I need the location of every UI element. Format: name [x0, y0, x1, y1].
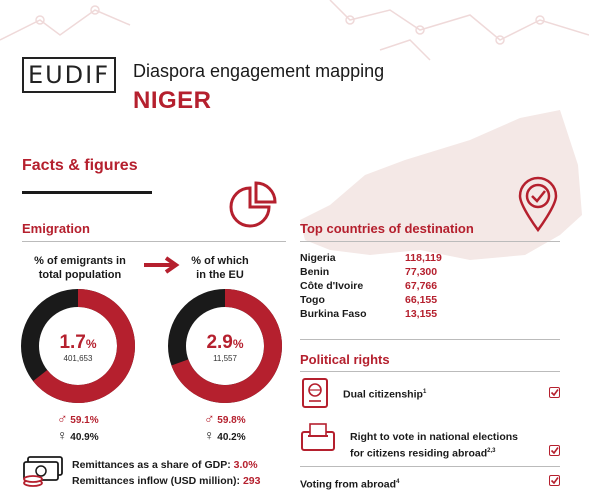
- male-symbol-icon: ♂: [204, 410, 215, 426]
- political-rights-heading: Political rights: [300, 352, 390, 367]
- country-name: NIGER: [133, 87, 212, 114]
- political-divider: [300, 371, 560, 372]
- donut-eu-red-arc: [171, 289, 282, 403]
- donut-chart-eu: [168, 289, 282, 403]
- political-divider-top: [300, 339, 560, 340]
- right-to-vote-label: Right to vote in national elections for …: [350, 431, 519, 460]
- destination-row: Côte d'Ivoire 67,766: [300, 280, 438, 292]
- passport-icon: [302, 378, 328, 408]
- page-title: Diaspora engagement mapping: [133, 61, 385, 81]
- total-pct: 1.7%: [59, 332, 97, 353]
- label-in-eu: % of which in the EU: [191, 255, 249, 281]
- remittances-gdp: Remittances as a share of GDP: 3.0%: [72, 459, 258, 471]
- political-divider-bottom: [300, 466, 560, 467]
- destinations-heading: Top countries of destination: [300, 221, 474, 236]
- gender-total-female: ♀ 40.9%: [57, 427, 99, 443]
- gender-eu-male: ♂ 59.8%: [204, 410, 246, 426]
- pie-chart-icon: [229, 181, 277, 228]
- checkbox-checked-icon: [549, 475, 560, 486]
- eu-pct: 2.9%: [206, 332, 244, 353]
- destinations-table: Nigeria 118,119 Benin 77,300 Côte d'Ivoire…: [300, 251, 460, 321]
- banknotes-icon: [23, 456, 63, 487]
- donut-chart-total: [21, 289, 135, 403]
- remittances-inflow: Remittances inflow (USD million): 293: [72, 475, 261, 487]
- female-symbol-icon: ♀: [204, 427, 215, 443]
- ballot-box-icon: [301, 423, 335, 451]
- location-check-icon: [518, 176, 558, 232]
- total-count: 401,653: [63, 354, 93, 363]
- checkbox-checked-icon: [549, 387, 560, 398]
- facts-underline: [22, 191, 152, 194]
- male-symbol-icon: ♂: [57, 410, 68, 426]
- arrow-right-icon: [144, 256, 180, 274]
- destination-row: Togo 66,155: [300, 294, 438, 306]
- emigration-heading: Emigration: [22, 221, 90, 236]
- voting-from-abroad-label: Voting from abroad4: [300, 478, 400, 491]
- gender-eu-female: ♀ 40.2%: [204, 427, 246, 443]
- facts-heading: Facts & figures: [22, 157, 138, 174]
- label-total-population: % of emigrants in total population: [34, 255, 126, 281]
- donut-total-center: 1.7% 401,653: [40, 332, 116, 363]
- donut-total-red-arc: [33, 289, 135, 403]
- eu-count: 11,557: [213, 354, 237, 363]
- female-symbol-icon: ♀: [57, 427, 68, 443]
- eudif-logo: EUDIF: [22, 57, 116, 93]
- emigration-divider: [22, 241, 286, 242]
- dual-citizenship-label: Dual citizenship1: [343, 388, 427, 401]
- destination-row: Benin 77,300: [300, 266, 438, 278]
- destination-row: Burkina Faso 13,155: [300, 308, 438, 320]
- destination-row: Nigeria 118,119: [300, 252, 442, 264]
- gender-total-male: ♂ 59.1%: [57, 410, 99, 426]
- destinations-divider: [300, 241, 560, 242]
- checkbox-checked-icon: [549, 445, 560, 456]
- niger-map-shape: [300, 110, 582, 260]
- donut-eu-center: 2.9% 11,557: [187, 332, 263, 363]
